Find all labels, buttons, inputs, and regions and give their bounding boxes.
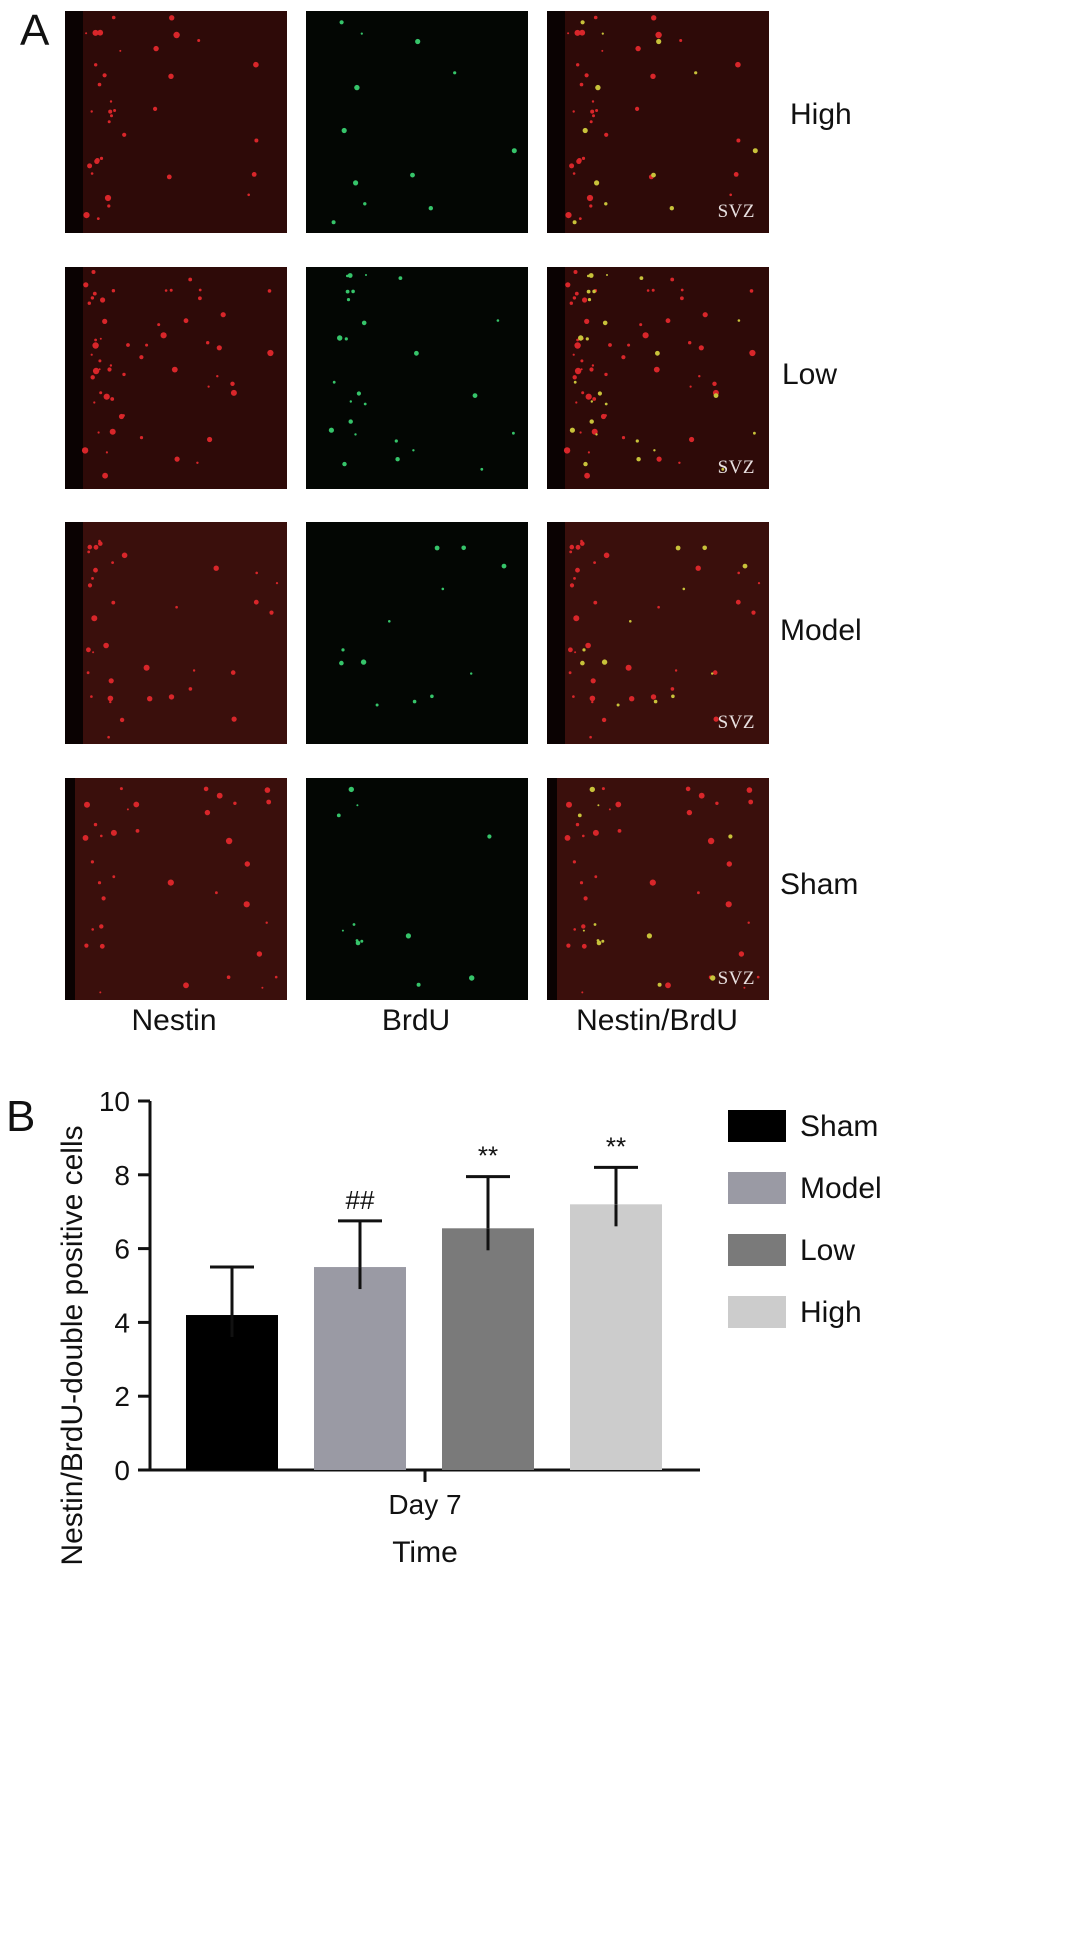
legend-swatch-model: [728, 1172, 786, 1204]
bar-sham: [186, 1315, 278, 1470]
panel-a-letter: A: [20, 6, 50, 55]
bar-high: [570, 1204, 662, 1470]
x-tick-label: Day 7: [388, 1489, 461, 1520]
micrograph-low-merged: SVZ: [547, 267, 769, 489]
significance-model: ##: [346, 1185, 375, 1215]
x-axis-title: Time: [392, 1536, 458, 1569]
legend-swatch-sham: [728, 1110, 786, 1142]
svz-label: SVZ: [717, 201, 755, 222]
micrograph-model-merged: SVZ: [547, 522, 769, 744]
micrograph-high-nestin: [65, 11, 287, 233]
y-tick-label: 6: [114, 1234, 130, 1265]
row-label-high: High: [790, 98, 852, 131]
micrograph-high-brdu: [306, 11, 528, 233]
column-label-nestin-brdu: Nestin/BrdU: [576, 1004, 738, 1037]
legend-swatch-high: [728, 1296, 786, 1328]
micrograph-sham-brdu: [306, 778, 528, 1000]
panel-b-letter: B: [6, 1092, 36, 1141]
micrograph-high-merged: SVZ: [547, 11, 769, 233]
row-label-model: Model: [780, 614, 862, 647]
svz-label: SVZ: [717, 457, 755, 478]
significance-low: **: [478, 1141, 498, 1171]
micrograph-low-nestin: [65, 267, 287, 489]
legend-label-model: Model: [800, 1172, 882, 1205]
legend-label-sham: Sham: [800, 1110, 878, 1143]
legend-swatch-low: [728, 1234, 786, 1266]
bar-model: [314, 1267, 406, 1470]
micrograph-sham-merged: SVZ: [547, 778, 769, 1000]
micrograph-model-nestin: [65, 522, 287, 744]
micrograph-sham-nestin: [65, 778, 287, 1000]
y-tick-label: 2: [114, 1381, 130, 1412]
legend-label-high: High: [800, 1296, 862, 1329]
bar-chart: 0 2 4 6 8 10 Day 7 Time Nestin/BrdU-double posit…: [56, 1086, 882, 1569]
row-label-sham: Sham: [780, 868, 859, 901]
legend-label-low: Low: [800, 1234, 855, 1267]
micrograph-model-brdu: [306, 522, 528, 744]
svz-label: SVZ: [717, 712, 755, 733]
significance-high: **: [606, 1131, 626, 1161]
y-tick-label: 10: [99, 1086, 130, 1117]
column-label-nestin: Nestin: [131, 1004, 217, 1037]
y-tick-label: 0: [114, 1455, 130, 1486]
svz-label: SVZ: [717, 968, 755, 989]
micrograph-low-brdu: [306, 267, 528, 489]
column-label-brdu: BrdU: [381, 1004, 451, 1037]
y-tick-label: 8: [114, 1160, 130, 1191]
row-label-low: Low: [782, 358, 838, 391]
y-tick-label: 4: [114, 1307, 130, 1338]
bar-low: [442, 1228, 534, 1470]
y-axis-title: Nestin/BrdU-double positive cells: [56, 1125, 89, 1565]
